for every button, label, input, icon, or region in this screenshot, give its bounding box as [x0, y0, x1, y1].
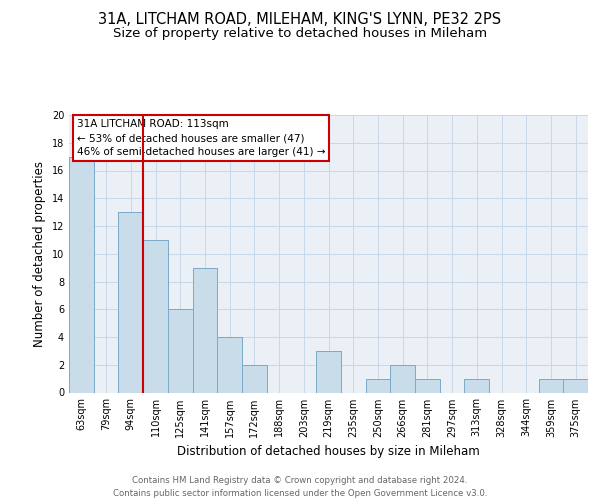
Text: Contains HM Land Registry data © Crown copyright and database right 2024.: Contains HM Land Registry data © Crown c… — [132, 476, 468, 485]
Bar — [69, 156, 94, 392]
Bar — [464, 378, 489, 392]
Bar — [390, 365, 415, 392]
Bar — [242, 365, 267, 392]
Text: Contains public sector information licensed under the Open Government Licence v3: Contains public sector information licen… — [113, 489, 487, 498]
Bar — [217, 337, 242, 392]
Bar — [168, 309, 193, 392]
Bar — [415, 378, 440, 392]
Bar — [118, 212, 143, 392]
Text: Size of property relative to detached houses in Mileham: Size of property relative to detached ho… — [113, 28, 487, 40]
X-axis label: Distribution of detached houses by size in Mileham: Distribution of detached houses by size … — [177, 445, 480, 458]
Y-axis label: Number of detached properties: Number of detached properties — [33, 161, 46, 347]
Bar — [563, 378, 588, 392]
Text: 31A LITCHAM ROAD: 113sqm
← 53% of detached houses are smaller (47)
46% of semi-d: 31A LITCHAM ROAD: 113sqm ← 53% of detach… — [77, 119, 325, 157]
Bar — [143, 240, 168, 392]
Bar — [365, 378, 390, 392]
Bar — [193, 268, 217, 392]
Text: 31A, LITCHAM ROAD, MILEHAM, KING'S LYNN, PE32 2PS: 31A, LITCHAM ROAD, MILEHAM, KING'S LYNN,… — [98, 12, 502, 28]
Bar — [316, 351, 341, 393]
Bar — [539, 378, 563, 392]
